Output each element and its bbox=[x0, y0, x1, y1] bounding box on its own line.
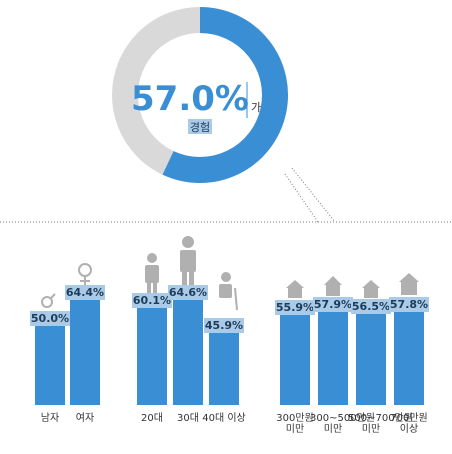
label-bg bbox=[188, 119, 212, 134]
bar bbox=[280, 307, 310, 405]
pointer-line bbox=[291, 167, 336, 223]
bar bbox=[318, 303, 348, 405]
category-label: 500~700만원 미만 bbox=[348, 413, 413, 435]
category-label: 700만원 이상 bbox=[390, 413, 428, 435]
category-label: 20대 bbox=[141, 413, 163, 424]
category-label: 40대 이상 bbox=[202, 413, 246, 424]
bar bbox=[35, 317, 65, 405]
donut-suffix: 가 bbox=[251, 101, 261, 114]
category-label: 30대 bbox=[177, 413, 199, 424]
bar bbox=[394, 303, 424, 405]
value-label: 55.9% bbox=[275, 300, 315, 316]
bar bbox=[137, 299, 167, 405]
bar bbox=[173, 291, 203, 405]
donut-value: 57.0% bbox=[131, 79, 249, 119]
category-label: 여자 bbox=[75, 413, 95, 424]
category-label: 300만원 미만 bbox=[276, 413, 314, 435]
value-label: 57.8% bbox=[389, 296, 429, 312]
value-label: 56.5% bbox=[351, 299, 391, 315]
category-label: 남자 bbox=[40, 413, 60, 424]
pointer-line bbox=[284, 173, 319, 223]
value-label: 45.9% bbox=[204, 317, 244, 333]
donut-label: 경험 bbox=[190, 121, 210, 134]
value-label: 64.6% bbox=[168, 284, 208, 300]
value-label: 60.1% bbox=[132, 292, 172, 308]
icons bbox=[41, 236, 419, 311]
value-label: 64.4% bbox=[65, 285, 105, 301]
category-label: 300~500만원 미만 bbox=[310, 413, 375, 435]
bar bbox=[209, 324, 239, 405]
donut-arc bbox=[162, 7, 288, 183]
bar bbox=[70, 292, 100, 405]
value-label: 57.9% bbox=[313, 296, 353, 312]
bar bbox=[356, 306, 386, 405]
value-label: 50.0% bbox=[30, 310, 70, 326]
